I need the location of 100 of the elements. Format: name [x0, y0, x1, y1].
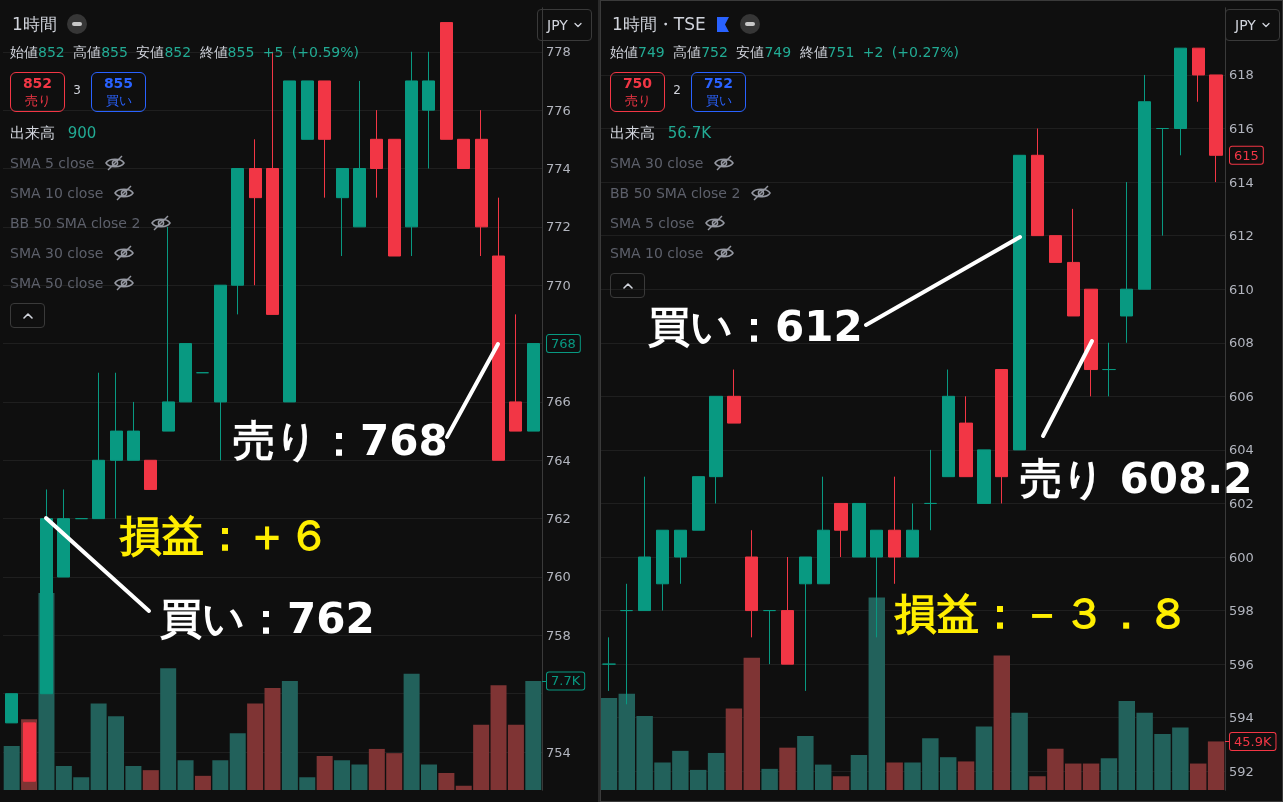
bar: [850, 755, 868, 790]
annotation: 買い: [705, 92, 732, 109]
candlestick: [1084, 288, 1098, 397]
candlestick: [1138, 74, 1151, 290]
y2-tick-label: 45.9K: [1234, 733, 1272, 749]
y-tick-label: 764: [546, 452, 571, 468]
bar: [264, 688, 281, 790]
text: 615: [1234, 147, 1259, 163]
annotation: 855: [101, 44, 128, 60]
y-tick-label: 606: [1229, 388, 1254, 404]
candlestick: [5, 693, 18, 724]
annotation: SMA 5 close: [610, 215, 695, 231]
annotation: 出来高 56.7K: [610, 124, 712, 142]
annotation: 3: [72, 83, 82, 97]
candlestick: [709, 395, 723, 504]
candlestick: [781, 556, 794, 665]
candlestick: [1067, 208, 1080, 317]
bar: [1082, 763, 1100, 790]
candlestick: [388, 138, 401, 257]
y2-tick-label: 7.7K: [551, 673, 581, 689]
candlestick: [906, 502, 919, 558]
y-tick-label: 594: [1229, 710, 1254, 726]
candlestick: [179, 343, 192, 403]
bar: [212, 760, 229, 790]
y-tick-label: 770: [546, 277, 571, 293]
buy-button: 855 買い: [91, 72, 146, 112]
candlestick: [924, 449, 937, 531]
y-tick-label: 616: [1229, 121, 1254, 137]
bar: [1100, 758, 1118, 790]
y-tick-label: 612: [1229, 228, 1254, 244]
bar: [160, 668, 177, 790]
candlestick: [852, 502, 866, 558]
y-tick-label: 778: [546, 44, 571, 60]
bar: [743, 657, 760, 790]
y-tick-label: 604: [1229, 442, 1254, 458]
bar: [886, 762, 903, 790]
annotation: 損益：－３．８: [893, 588, 1189, 638]
candlestick: [1209, 74, 1223, 183]
annotation: 買い：762: [160, 593, 375, 643]
bar: [194, 775, 211, 790]
candlestick: [1013, 154, 1026, 451]
bar: [177, 760, 194, 790]
bar: [832, 776, 850, 790]
candlestick: [1049, 235, 1062, 263]
bar: [316, 756, 333, 790]
candlestick: [834, 502, 848, 558]
y-tick-label: 760: [546, 569, 571, 585]
bar: [957, 761, 975, 790]
y-tick-label: 758: [546, 627, 571, 643]
candlestick: [602, 636, 616, 692]
annotation: 2: [672, 83, 682, 97]
candlestick: [942, 369, 955, 478]
bar: [1207, 741, 1225, 790]
candlestick: [301, 80, 314, 140]
annotation: 852: [38, 44, 65, 60]
candlestick: [92, 372, 105, 520]
candlestick: [763, 610, 776, 665]
currency-dropdown: JPY: [1225, 9, 1280, 41]
bar: [707, 752, 725, 790]
candlestick: [1156, 128, 1169, 237]
candlestick: [1120, 181, 1133, 344]
bar: [247, 703, 264, 790]
annotation: BB 50 SMA close 2: [10, 215, 141, 231]
y-tick-label: 776: [546, 102, 571, 118]
y-tick-label: 608: [1229, 335, 1254, 351]
bar: [993, 655, 1010, 790]
candlestick: [977, 449, 991, 504]
sell-button: 852 売り: [10, 72, 65, 112]
y-tick-label: 598: [1229, 603, 1254, 619]
annotation: 売り: [24, 92, 51, 109]
annotation: 売り: [624, 92, 651, 109]
bar: [1190, 763, 1207, 790]
candlestick: [1102, 342, 1116, 397]
annotation: 損益：＋６: [118, 510, 330, 560]
candlestick: [888, 476, 901, 585]
annotation: 買い: [105, 92, 132, 109]
candlestick: [475, 109, 488, 257]
annotation: 752: [701, 44, 728, 60]
annotation: SMA 10 close: [610, 245, 704, 261]
bar: [600, 697, 618, 790]
candlestick: [492, 197, 505, 461]
chart-title: 1時間: [12, 12, 57, 36]
candlestick: [57, 488, 70, 578]
candlestick: [1031, 128, 1044, 237]
candlestick: [638, 476, 651, 612]
candlestick: [440, 22, 453, 140]
y-tick-label: 600: [1229, 549, 1254, 565]
annotation: SMA 5 close: [10, 155, 95, 171]
candlestick: [318, 80, 331, 199]
candlestick: [509, 313, 522, 432]
candlestick: [457, 138, 470, 169]
y-tick-label: 596: [1229, 656, 1254, 672]
candlestick: [527, 343, 540, 432]
bar: [438, 773, 455, 790]
candlestick: [656, 529, 669, 612]
candlestick: [370, 109, 383, 199]
bar: [142, 770, 159, 790]
annotation: BB 50 SMA close 2: [610, 185, 741, 201]
candlestick: [692, 476, 705, 531]
y-tick-label: 610: [1229, 281, 1254, 297]
